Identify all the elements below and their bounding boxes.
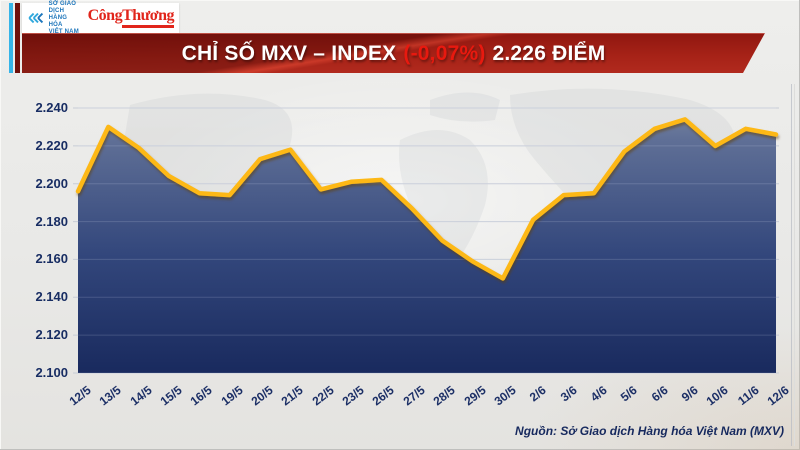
congthuong-wordmark: CôngThương xyxy=(87,7,175,24)
logo-org-text: SỞ GIAO DỊCH HÀNG HÓA VIỆT NAM xyxy=(49,1,82,36)
logo-org-line: SỞ GIAO DỊCH xyxy=(48,0,77,14)
title-banner: CHỈ SỐ MXV – INDEX (-0,07%) 2.226 ĐIỂM xyxy=(22,33,765,73)
logo: SỞ GIAO DỊCH HÀNG HÓA VIỆT NAM CôngThươn… xyxy=(22,1,179,36)
index-line xyxy=(75,117,779,281)
index-value: 2.226 ĐIỂM xyxy=(492,41,606,65)
accent-bar-cyan xyxy=(9,3,13,73)
y-axis-label: 2.120 xyxy=(35,327,68,343)
y-axis-label: 2.200 xyxy=(35,175,68,191)
y-axis-label: 2.240 xyxy=(35,100,68,115)
congthuong-logo: CôngThương xyxy=(87,7,175,28)
logo-org-line: VIỆT NAM xyxy=(48,28,79,35)
logo-org-line: HÀNG HÓA xyxy=(48,14,68,28)
y-axis-label: 2.160 xyxy=(35,251,68,267)
y-axis-label: 2.140 xyxy=(35,289,68,305)
source-note: Nguồn: Sở Giao dịch Hàng hóa Việt Nam (M… xyxy=(515,424,784,438)
accent-bar-maroon xyxy=(15,3,20,73)
panel-edge-highlight xyxy=(794,84,795,446)
y-axis-label: 2.180 xyxy=(35,213,68,229)
y-axis-label: 2.220 xyxy=(35,137,68,153)
mxv-logo-icon xyxy=(28,12,44,24)
congthuong-strip xyxy=(122,25,174,28)
index-change-badge: (-0,07%) xyxy=(403,41,486,65)
panel-edge-line xyxy=(791,84,792,446)
title-text: CHỈ SỐ MXV – INDEX xyxy=(181,41,397,65)
page-title: CHỈ SỐ MXV – INDEX (-0,07%) 2.226 ĐIỂM xyxy=(182,42,606,66)
y-axis-label: 2.100 xyxy=(35,365,68,380)
